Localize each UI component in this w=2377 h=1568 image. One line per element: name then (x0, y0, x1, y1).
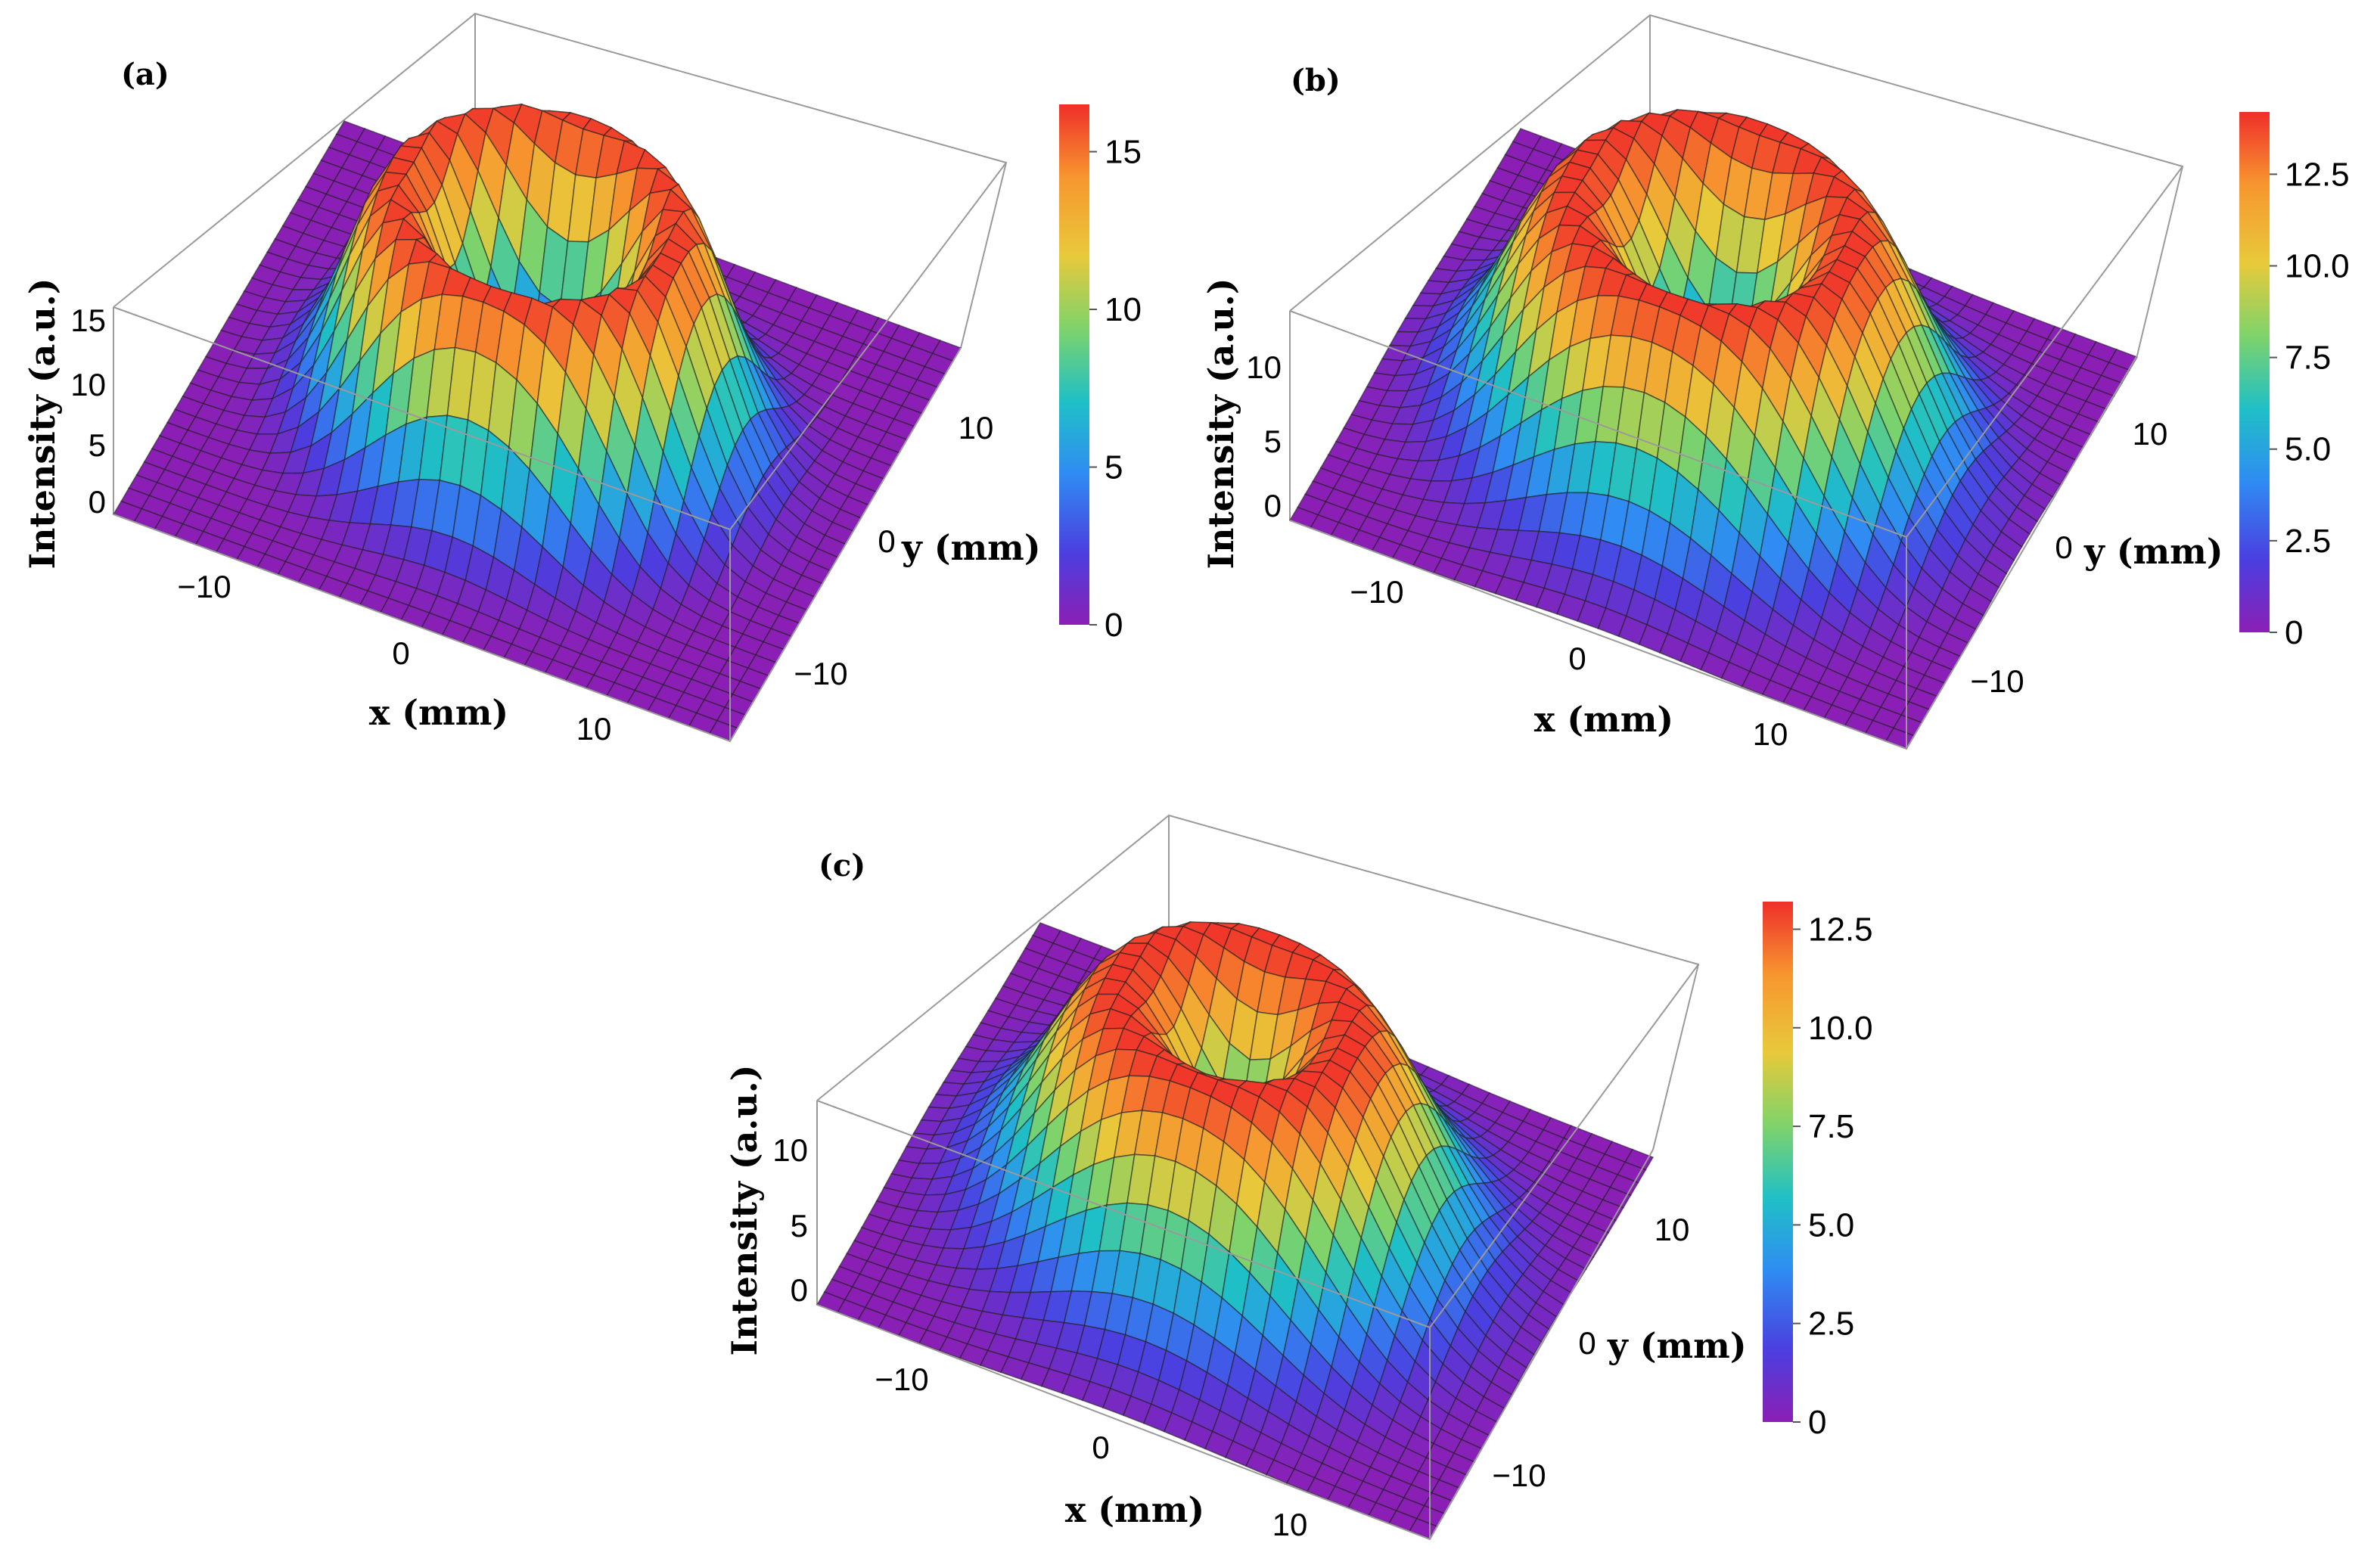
z-axis-title: Intensity (a.u.) (724, 1064, 765, 1355)
colorbar-tick-label: 5 (1105, 449, 1123, 486)
z-tick: 5 (791, 1208, 808, 1244)
y-tick: 10 (1655, 1212, 1690, 1247)
z-tick: 5 (1264, 424, 1282, 459)
x-tick: 10 (1753, 716, 1788, 752)
z-tick: 5 (89, 427, 106, 463)
y-tick: 10 (959, 410, 994, 446)
colorbar-tick-label: 12.5 (1808, 911, 1873, 948)
x-tick: −10 (875, 1362, 928, 1397)
x-axis-title: x (mm) (1065, 1489, 1204, 1530)
y-tick: 0 (2055, 529, 2072, 565)
y-axis-title: y (mm) (1607, 1325, 1747, 1366)
panel-label: (a) (121, 57, 169, 92)
surface (112, 103, 962, 742)
colorbar-ticks: 12.5 10.0 7.5 5.0 2.5 0 (1793, 911, 1873, 1441)
colorbar (1763, 902, 1793, 1422)
box-front-edges (816, 964, 1699, 1541)
panel-c: (c) 10 5 0 Intensity (a.u.) −10 0 10 x (… (724, 814, 1873, 1542)
colorbar-ticks: 12.5 10.0 7.5 5.0 2.5 0 (2270, 156, 2350, 651)
colorbar-tick-label: 15 (1105, 134, 1142, 171)
y-tick: −10 (1492, 1458, 1546, 1493)
x-tick: 0 (1092, 1430, 1109, 1465)
z-tick: 10 (70, 367, 106, 402)
x-tick: 0 (1568, 641, 1586, 676)
panel-a: (a) 15 10 5 0 Intensity (a.u.) −10 0 10 … (22, 12, 1142, 747)
z-axis-title: Intensity (a.u.) (22, 278, 63, 569)
x-tick: −10 (1350, 574, 1403, 610)
colorbar-tick-label: 5.0 (2285, 431, 2331, 468)
colorbar-tick-label: 7.5 (2285, 340, 2331, 377)
y-axis-title: y (mm) (901, 527, 1041, 568)
x-tick: 10 (1272, 1507, 1308, 1542)
y-tick: −10 (794, 656, 847, 691)
panel-b: (b) 10 5 0 Intensity (a.u.) −10 0 10 x (… (1201, 14, 2350, 752)
y-tick: 0 (1578, 1325, 1596, 1361)
box-front-edges (1289, 166, 2183, 750)
z-tick: 0 (1264, 488, 1282, 523)
panel-label: (b) (1291, 63, 1341, 98)
colorbar-tick-label: 5.0 (1808, 1206, 1854, 1244)
surface (816, 921, 1655, 1540)
z-tick: 10 (1246, 349, 1282, 385)
z-axis-title: Intensity (a.u.) (1201, 278, 1241, 569)
x-tick: 10 (576, 711, 612, 747)
colorbar-tick-label: 0 (2285, 614, 2303, 651)
x-axis-title: x (mm) (369, 692, 508, 733)
y-tick: 0 (878, 523, 895, 559)
y-tick: −10 (1970, 663, 2024, 699)
box-front-edges (113, 162, 1007, 743)
x-tick: 0 (392, 635, 409, 671)
x-axis-title: x (mm) (1534, 699, 1673, 740)
colorbar (1059, 104, 1089, 625)
colorbar-ticks: 15 10 5 0 (1089, 134, 1142, 644)
colorbar-tick-label: 0 (1105, 607, 1123, 644)
colorbar-tick-label: 7.5 (1808, 1108, 1854, 1145)
y-tick: 10 (2133, 416, 2168, 452)
z-tick: 0 (89, 484, 106, 520)
colorbar-tick-label: 2.5 (2285, 523, 2331, 560)
colorbar-tick-label: 2.5 (1808, 1306, 1854, 1343)
colorbar-tick-label: 0 (1808, 1404, 1826, 1441)
x-tick: −10 (177, 569, 231, 604)
z-tick: 0 (791, 1272, 808, 1308)
panel-label: (c) (819, 848, 865, 883)
colorbar-tick-label: 12.5 (2285, 156, 2350, 193)
y-axis-title: y (mm) (2083, 531, 2223, 572)
colorbar (2239, 112, 2270, 632)
colorbar-tick-label: 10 (1105, 291, 1142, 328)
colorbar-tick-label: 10.0 (2285, 247, 2350, 284)
colorbar-tick-label: 10.0 (1808, 1010, 1873, 1047)
z-tick: 10 (772, 1132, 808, 1168)
z-tick: 15 (70, 303, 106, 338)
